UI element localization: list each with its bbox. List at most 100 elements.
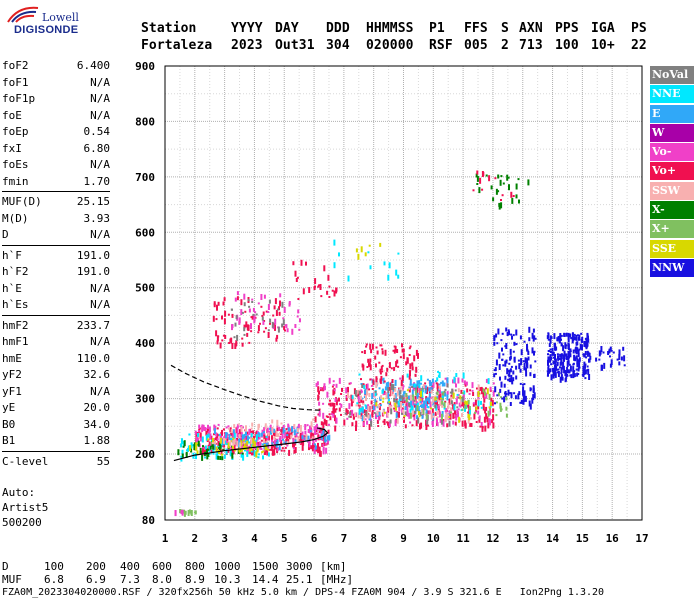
echo-point — [415, 389, 418, 396]
echo-point — [472, 402, 475, 405]
echo-point — [246, 431, 249, 436]
echo-point — [365, 411, 368, 416]
echo-point — [432, 381, 435, 388]
echo-point — [264, 451, 266, 455]
echo-point — [515, 329, 518, 336]
echo-point — [442, 395, 444, 398]
echo-point — [204, 427, 207, 430]
echo-point — [359, 407, 362, 412]
echo-point — [551, 351, 554, 356]
echo-point — [308, 441, 311, 448]
echo-point — [409, 383, 412, 386]
echo-point — [371, 410, 374, 412]
echo-point — [574, 347, 577, 352]
echo-point — [390, 367, 393, 370]
echo-point — [229, 427, 232, 430]
echo-point — [338, 397, 340, 402]
echo-point — [485, 413, 488, 420]
echo-point — [281, 432, 284, 439]
echo-point — [555, 368, 558, 371]
param-name: h`F — [2, 248, 22, 262]
echo-point — [560, 334, 563, 337]
row-value: 1000 — [214, 560, 241, 573]
echo-point — [583, 340, 586, 347]
echo-point — [334, 415, 336, 422]
echo-point — [208, 426, 211, 433]
echo-point — [256, 446, 259, 453]
echo-point — [425, 424, 428, 430]
echo-point — [510, 392, 513, 399]
echo-point — [334, 398, 337, 403]
echo-point — [533, 350, 536, 353]
echo-point — [265, 440, 268, 443]
echo-point — [559, 376, 562, 383]
legend-item-x: X- — [650, 201, 694, 220]
echo-point — [236, 424, 239, 429]
echo-point — [509, 355, 512, 360]
echo-point — [252, 313, 255, 316]
echo-point — [207, 433, 210, 438]
echo-point — [512, 370, 515, 375]
echo-point — [458, 416, 461, 423]
echo-point — [252, 307, 255, 312]
echo-point — [554, 348, 556, 351]
echo-point — [522, 398, 525, 405]
row-value: 6.9 — [86, 573, 106, 586]
param-row: hmE 110.0 — [2, 351, 110, 368]
echo-point — [378, 361, 381, 364]
legend-item-ssw: SSW — [650, 181, 694, 200]
echo-point — [465, 401, 468, 406]
echo-point — [229, 433, 232, 436]
echo-point — [382, 377, 385, 384]
echo-point — [393, 407, 396, 410]
header-label-11: PS — [631, 21, 647, 36]
echo-point — [205, 430, 208, 435]
echo-point — [333, 403, 336, 407]
echo-point — [267, 311, 270, 313]
echo-point — [481, 425, 484, 432]
echo-point — [262, 455, 264, 460]
echo-point — [446, 407, 449, 410]
echo-point — [326, 435, 329, 440]
echo-point — [500, 339, 503, 342]
echo-point — [307, 429, 310, 433]
echo-point — [204, 450, 207, 453]
echo-point — [467, 404, 470, 409]
echo-point — [245, 321, 248, 328]
echo-point — [586, 365, 589, 368]
echo-point — [554, 354, 556, 360]
echo-point — [579, 343, 582, 350]
x-tick-label: 1 — [162, 532, 169, 545]
param-separator — [2, 191, 110, 192]
echo-point — [382, 400, 385, 403]
echo-point — [441, 400, 444, 405]
echo-point — [532, 385, 535, 390]
echo-point — [572, 372, 575, 375]
echo-point — [420, 375, 423, 382]
echo-point — [430, 402, 433, 405]
echo-point — [497, 174, 500, 179]
echo-point — [561, 354, 564, 357]
echo-point — [396, 402, 399, 407]
echo-point — [310, 421, 313, 428]
echo-point — [546, 374, 549, 377]
echo-point — [554, 368, 557, 371]
echo-point — [436, 422, 439, 427]
param-value: 25.15 — [76, 195, 110, 208]
echo-point — [221, 456, 224, 461]
echo-point — [607, 351, 610, 355]
echo-point — [243, 333, 246, 336]
echo-point — [398, 411, 400, 418]
echo-point — [567, 354, 570, 361]
echo-point — [547, 338, 550, 341]
echo-point — [492, 422, 495, 429]
echo-point — [246, 440, 249, 445]
param-row: foF1p N/A — [2, 91, 110, 108]
echo-point — [276, 419, 279, 426]
x-tick-label: 2 — [192, 532, 199, 545]
echo-point — [478, 416, 481, 423]
echo-point — [285, 324, 288, 329]
echo-point — [363, 350, 366, 354]
echo-point — [555, 346, 558, 351]
echo-point — [379, 404, 382, 407]
